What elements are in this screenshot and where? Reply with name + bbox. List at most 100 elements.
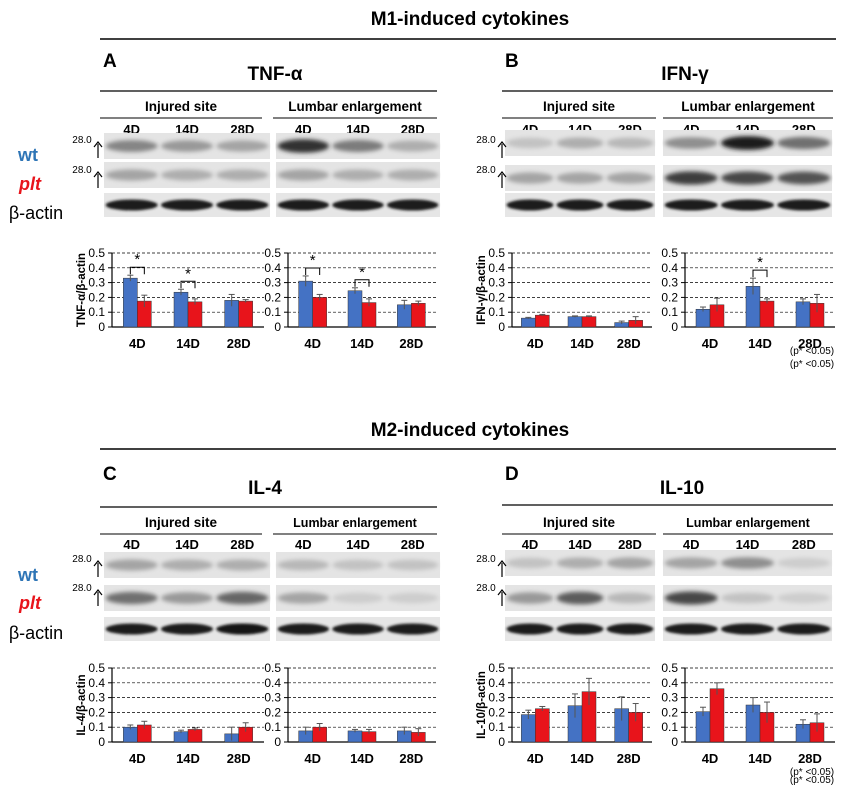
x-tick-label: 4D xyxy=(527,336,544,351)
y-tick-label: 0 xyxy=(274,735,281,749)
bar-wt-4d xyxy=(123,277,138,328)
mw-marker-label: 28.0 xyxy=(72,165,92,176)
y-tick-label: 0.3 xyxy=(661,276,678,290)
y-tick-label: 0.4 xyxy=(488,676,505,690)
row-label-actin: β-actin xyxy=(9,623,63,643)
bar-chart-injured-site: 00.10.20.30.40.5 4D 14D 28D xyxy=(88,661,264,766)
chart-title: TNF-α xyxy=(248,64,303,85)
x-tick-label: 14D xyxy=(748,336,772,351)
significance-bracket xyxy=(354,279,370,287)
y-tick-label: 0.4 xyxy=(88,261,105,275)
blot-band xyxy=(160,199,214,211)
bar-wt-4d xyxy=(695,711,711,743)
mw-marker-label: 28.0 xyxy=(476,135,496,146)
mw-marker-label: 28.0 xyxy=(72,554,92,565)
significance-note: (p* <0.05) xyxy=(790,767,834,778)
blot-band xyxy=(216,591,269,605)
site-label: Lumbar enlargement xyxy=(686,516,810,530)
chart-title: IL-4 xyxy=(248,478,282,499)
bar-wt-14d xyxy=(347,730,363,743)
y-tick-label: 0.3 xyxy=(661,691,678,705)
bar-chart-injured-site: 00.10.20.30.40.5 4D 14D 28D xyxy=(488,661,652,766)
significance-star: * xyxy=(359,264,365,281)
blot-timepoint-label: 14D xyxy=(175,537,199,552)
x-tick-label: 14D xyxy=(570,336,594,351)
blot-band xyxy=(105,140,158,152)
mw-marker-label: 28.0 xyxy=(476,554,496,565)
x-tick-label: 4D xyxy=(702,751,719,766)
mw-marker-label: 28.0 xyxy=(72,583,92,594)
blot-band xyxy=(664,199,718,211)
bar-plt-4d xyxy=(535,708,550,743)
blot-actin-strip xyxy=(505,617,655,641)
y-tick-label: 0.4 xyxy=(661,676,678,690)
blot-plt-strip xyxy=(276,585,440,611)
blot-band xyxy=(721,136,774,150)
blot-timepoint-label: 4D xyxy=(123,537,140,552)
y-tick-label: 0.3 xyxy=(88,276,105,290)
panel-d: D IL-10 Injured site 4D 14D 28D Lumbar enlarge… xyxy=(476,464,835,786)
blot-band xyxy=(556,199,604,211)
y-axis-label: TNF-α/β-actin xyxy=(76,253,88,327)
blot-band xyxy=(277,623,330,635)
blot-actin-strip xyxy=(505,193,655,217)
blot-band xyxy=(105,559,158,571)
bar-plt-4d xyxy=(709,688,725,743)
y-tick-label: 0.3 xyxy=(264,691,281,705)
y-tick-label: 0.4 xyxy=(264,261,281,275)
blot-plt-strip xyxy=(505,165,655,191)
row-label-plt: plt xyxy=(18,593,42,613)
bar-plt-14d xyxy=(581,316,597,328)
y-tick-label: 0.2 xyxy=(488,705,505,719)
blot-band xyxy=(386,169,439,181)
y-tick-label: 0.1 xyxy=(661,305,678,319)
x-tick-label: 28D xyxy=(798,336,822,351)
blot-band xyxy=(277,139,330,153)
blot-actin-strip xyxy=(104,617,270,641)
y-tick-label: 0.1 xyxy=(88,305,105,319)
panel-letter: C xyxy=(103,464,117,485)
site-label: Lumbar enlargement xyxy=(288,99,422,114)
blot-band xyxy=(556,591,604,605)
blot-band xyxy=(606,623,654,635)
mw-marker-arrowhead xyxy=(497,560,507,567)
blot-band xyxy=(777,136,831,150)
y-tick-label: 0.5 xyxy=(264,246,281,260)
row-label-plt: plt xyxy=(18,174,42,194)
row-label-wt: wt xyxy=(17,565,38,585)
bar-chart-lumbar-enlargement: 00.10.20.30.40.5 4D * 14D * 28D xyxy=(264,246,436,351)
y-tick-label: 0.1 xyxy=(488,305,505,319)
mw-marker-arrowhead xyxy=(497,141,507,148)
y-tick-label: 0.4 xyxy=(488,261,505,275)
blot-band xyxy=(777,171,831,185)
blot-band xyxy=(721,199,774,211)
significance-star: * xyxy=(310,252,316,269)
chart-title: IFN-γ xyxy=(661,64,709,85)
blot-timepoint-label: 14D xyxy=(568,537,592,552)
significance-bracket xyxy=(129,266,145,275)
blot-band xyxy=(664,623,718,635)
row-labels-m2: wt plt β-actin xyxy=(9,565,63,643)
y-tick-label: 0.2 xyxy=(264,290,281,304)
x-tick-label: 14D xyxy=(748,751,772,766)
blot-band xyxy=(556,557,604,569)
blot-timepoint-label: 28D xyxy=(618,537,642,552)
y-tick-label: 0.1 xyxy=(488,720,505,734)
blot-band xyxy=(664,557,718,569)
significance-note: (p* <0.05) xyxy=(790,346,834,357)
blot-band xyxy=(216,199,269,211)
mw-marker-arrowhead xyxy=(497,589,507,596)
bar-wt-4d xyxy=(298,280,313,328)
bar-wt-4d xyxy=(695,308,711,328)
significance-note: (p* <0.05) xyxy=(790,359,834,370)
blot-band xyxy=(216,559,269,571)
blot-plt-strip xyxy=(104,162,270,188)
bar-chart-lumbar-enlargement: 00.10.20.30.40.5 4D 14D * 28D xyxy=(661,246,835,351)
y-tick-label: 0.2 xyxy=(661,705,678,719)
blot-band xyxy=(216,169,269,181)
blot-timepoint-label: 4D xyxy=(295,537,312,552)
blot-band xyxy=(332,140,384,152)
y-tick-label: 0 xyxy=(498,320,505,334)
blot-timepoint-label: 28D xyxy=(230,537,254,552)
blot-actin-strip xyxy=(663,193,832,217)
